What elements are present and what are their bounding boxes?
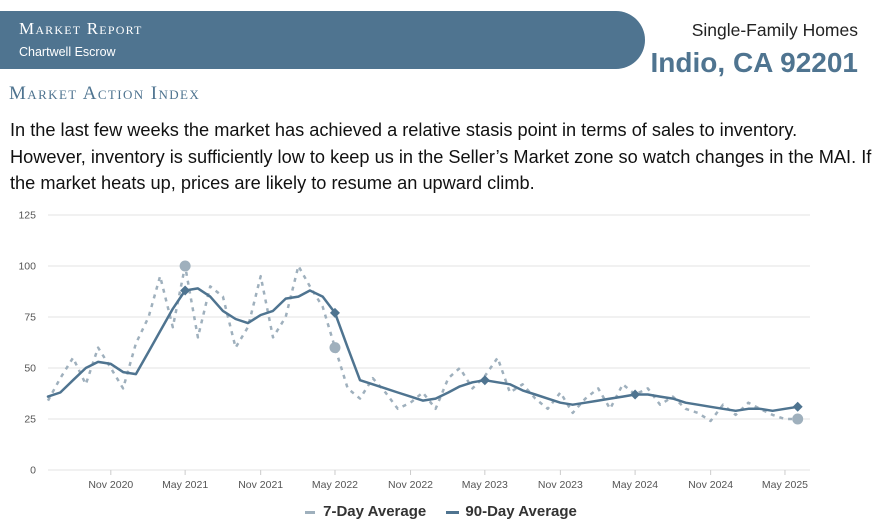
y-tick-label: 50 [24,363,36,375]
section-title: Market Action Index [9,83,201,104]
property-type: Single-Family Homes [691,20,858,40]
ninety-day-marker [630,389,641,400]
ninety-day-marker [792,401,803,412]
ninety-day-marker [479,375,490,386]
legend-item-seven-day: 7-Day Average [305,503,426,520]
seven-day-average-line [46,264,798,423]
ninety-day-average-line [46,287,799,413]
legend-label-ninety-day: 90-Day Average [465,503,577,520]
y-tick-label: 25 [24,414,36,426]
chart-legend: 7-Day Average 90-Day Average [0,503,882,520]
x-tick-label: May 2022 [312,479,358,491]
y-tick-label: 75 [24,312,36,324]
company-name: Chartwell Escrow [19,45,116,59]
series [46,264,799,423]
x-tick-label: May 2024 [612,479,658,491]
seven-day-swatch [305,510,316,514]
x-axis-ticks: Nov 2020 May 2021 Nov 2021 May 2022 Nov 2022… [88,470,808,491]
x-tick-label: May 2021 [162,479,208,491]
y-tick-label: 0 [30,465,36,477]
x-tick-label: Nov 2020 [88,479,133,491]
ninety-day-swatch [446,510,460,514]
ninety-day-marker [329,307,340,318]
seven-day-marker [179,260,191,272]
y-tick-label: 100 [18,261,36,273]
x-tick-label: May 2023 [462,479,508,491]
y-axis-ticks: 0 25 50 75 100 125 [18,210,36,477]
gridlines [48,214,810,471]
market-action-chart: 0 25 50 75 100 125 Nov 2020 May 2021 Nov 2021 Ma… [18,210,810,491]
report-title: Market Report [19,19,143,38]
x-tick-label: May 2025 [762,479,808,491]
x-tick-label: Nov 2023 [538,479,583,491]
seven-day-marker [329,342,341,354]
x-tick-label: Nov 2022 [388,479,433,491]
ninety-day-marker [180,285,191,296]
legend-item-ninety-day: 90-Day Average [446,503,577,520]
markers [179,260,804,425]
x-tick-label: Nov 2024 [688,479,733,491]
location-title: Indio, CA 92201 [650,47,858,78]
market-summary: In the last few weeks the market has ach… [10,120,872,193]
y-tick-label: 125 [18,210,36,222]
legend-label-seven-day: 7-Day Average [323,503,427,520]
x-tick-label: Nov 2021 [238,479,283,491]
seven-day-marker [792,413,804,425]
report-banner: Market Report Chartwell Escrow [0,11,645,69]
